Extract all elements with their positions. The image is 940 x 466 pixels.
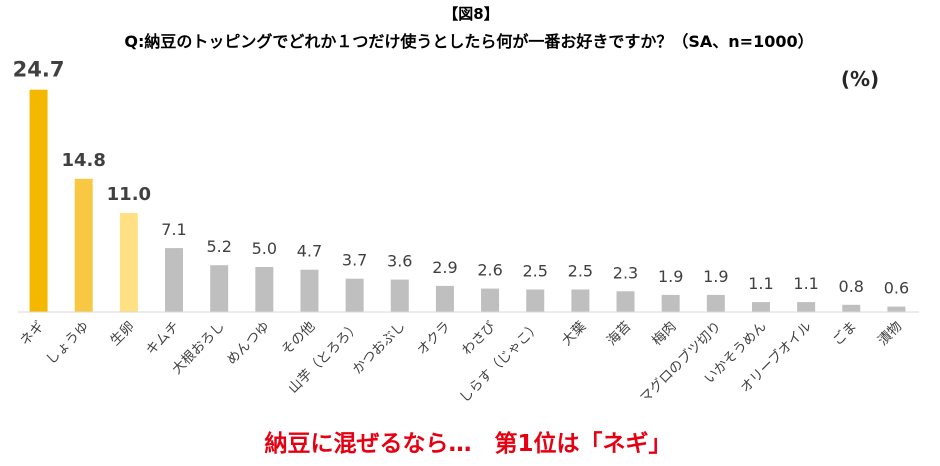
category-label-3: 生卵 [107,319,137,349]
value-label-19: 0.8 [839,277,864,296]
value-label-9: 3.6 [387,252,412,271]
value-label-11: 2.6 [477,261,502,280]
bar-4 [165,248,184,312]
category-label-16: マグロのブツ切り [636,318,724,406]
bar-20 [887,306,906,312]
value-label-12: 2.5 [523,262,548,281]
value-label-14: 2.3 [613,263,638,282]
bar-10 [435,285,454,312]
bar-5 [210,265,229,312]
value-label-5: 5.2 [206,237,231,256]
value-label-6: 5.0 [252,239,277,258]
category-label-2: しょうゆ [43,319,92,368]
bar-11 [481,288,500,312]
category-label-6: めんつゆ [224,319,273,368]
category-label-7: その他 [278,319,318,359]
category-label-11: わさび [459,318,499,358]
headline: 納豆に混ぜるなら… 第1位は「ネギ」 [264,430,671,457]
category-label-19: ごま [830,319,860,349]
value-label-group: 24.7 14.811.0 7.1 5.2 5.0 4.7 3.7 3.6 2.9 2.6 2.5 2… [13,58,909,298]
category-label-10: オクラ [414,319,454,359]
value-label-15: 1.9 [658,267,683,286]
bar-16 [706,294,725,312]
bar-8 [345,278,364,312]
category-label-14: 海苔 [603,318,634,349]
bar-12 [526,289,545,312]
category-label-13: 大葉 [559,318,590,349]
bar-9 [390,279,409,312]
bar-18 [797,302,816,312]
value-label-18: 1.1 [793,274,818,293]
bar-7 [300,269,319,312]
value-label-13: 2.5 [568,262,593,281]
category-label-15: 梅肉 [649,319,679,349]
value-label-4: 7.1 [161,220,186,239]
value-label-7: 4.7 [297,242,322,261]
bar-2 [74,178,93,312]
category-label-20: 漬物 [875,319,905,349]
figure-label: 【図8】 [443,5,498,23]
bar-3 [119,213,138,312]
bar-14 [616,291,635,312]
value-label-3: 11.0 [107,184,151,205]
bar-19 [842,304,861,312]
value-label-1: 24.7 [13,58,65,82]
bar-15 [661,294,680,312]
category-label-12: しらす（じゃこ） [457,319,544,406]
category-label-1: ネギ [17,319,47,349]
bar-group [29,89,906,312]
unit-label: (%) [841,67,879,91]
chart-title: Q:納豆のトッピングでどれか１つだけ使うとしたら何が一番お好きですか？（SA、n… [124,32,813,51]
bar-17 [751,302,770,312]
value-label-17: 1.1 [748,274,773,293]
value-label-20: 0.6 [884,279,909,298]
bar-6 [255,267,274,312]
value-label-10: 2.9 [432,258,457,277]
value-label-8: 3.7 [342,251,367,270]
value-label-2: 14.8 [62,150,106,171]
bar-1 [29,89,48,312]
category-label-4: キムチ [143,319,183,359]
bar-13 [571,289,590,312]
value-label-16: 1.9 [703,267,728,286]
